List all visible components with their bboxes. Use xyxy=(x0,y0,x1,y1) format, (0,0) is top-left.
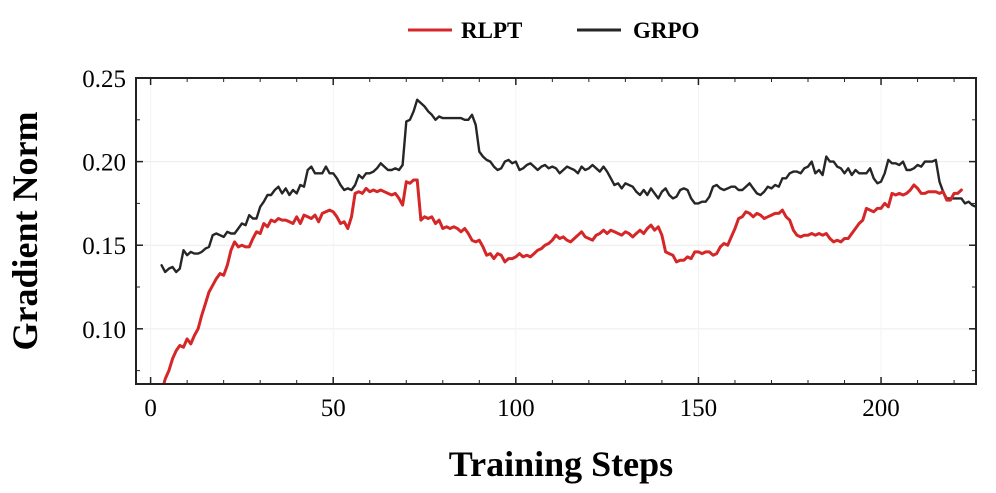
x-tick-label: 200 xyxy=(862,395,900,422)
x-tick-label: 50 xyxy=(321,395,346,422)
axis-ticks xyxy=(136,77,976,384)
plot-frame xyxy=(135,77,977,385)
y-tick-label: 0.15 xyxy=(82,233,126,260)
legend-label-grpo: GRPO xyxy=(633,18,699,43)
y-axis-title: Gradient Norm xyxy=(5,112,45,351)
y-tick-label: 0.20 xyxy=(82,150,126,177)
series-line-rlpt xyxy=(162,178,963,384)
x-axis-title: Training Steps xyxy=(449,444,673,484)
series-lines xyxy=(160,98,976,384)
tick-labels: 0.10 0.15 0.20 0.25 0 50 100 150 200 xyxy=(82,66,900,422)
x-tick-label: 0 xyxy=(144,395,157,422)
y-tick-label: 0.25 xyxy=(82,66,126,93)
legend: RLPT GRPO xyxy=(408,18,699,43)
x-tick-label: 150 xyxy=(680,395,718,422)
y-tick-label: 0.10 xyxy=(82,317,126,344)
x-tick-label: 100 xyxy=(497,395,535,422)
legend-label-rlpt: RLPT xyxy=(461,18,522,43)
series-line-grpo xyxy=(160,98,976,274)
